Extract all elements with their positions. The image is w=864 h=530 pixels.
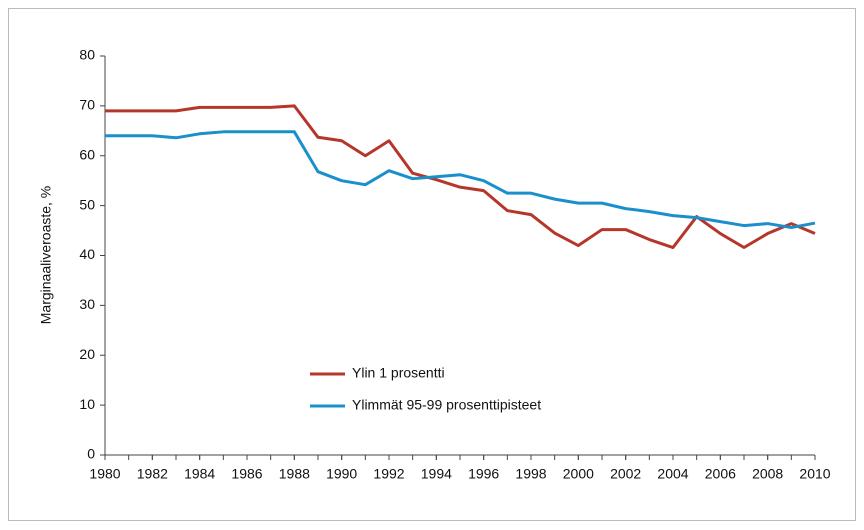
legend-label: Ylimmät 95-99 prosenttipisteet	[352, 397, 541, 413]
y-tick-label: 80	[79, 47, 95, 63]
x-tick-label: 1984	[184, 466, 215, 482]
y-tick-label: 40	[79, 246, 95, 262]
frame	[8, 8, 856, 521]
y-tick-label: 10	[79, 396, 95, 412]
x-tick-label: 1986	[231, 466, 262, 482]
y-tick-label: 20	[79, 346, 95, 362]
x-tick-label: 1990	[326, 466, 357, 482]
x-tick-label: 2008	[752, 466, 783, 482]
y-axis-label: Marginaaliveroaste, %	[38, 186, 54, 325]
y-tick-label: 70	[79, 97, 95, 113]
y-tick-label: 30	[79, 296, 95, 312]
x-tick-label: 1980	[89, 466, 120, 482]
x-tick-label: 2006	[705, 466, 736, 482]
x-tick-label: 1998	[515, 466, 546, 482]
x-tick-label: 2000	[563, 466, 594, 482]
x-tick-label: 2002	[610, 466, 641, 482]
y-tick-label: 0	[87, 446, 95, 462]
x-tick-label: 1982	[137, 466, 168, 482]
x-tick-label: 2010	[799, 466, 830, 482]
line-series	[105, 130, 816, 230]
x-tick-label: 1992	[373, 466, 404, 482]
y-tick-label: 50	[79, 196, 95, 212]
x-tick-label: 1996	[468, 466, 499, 482]
x-tick-label: 1988	[279, 466, 310, 482]
x-tick-label: 1994	[421, 466, 452, 482]
y-tick-label: 60	[79, 146, 95, 162]
x-tick-label: 2004	[657, 466, 688, 482]
legend-label: Ylin 1 prosentti	[352, 365, 445, 381]
